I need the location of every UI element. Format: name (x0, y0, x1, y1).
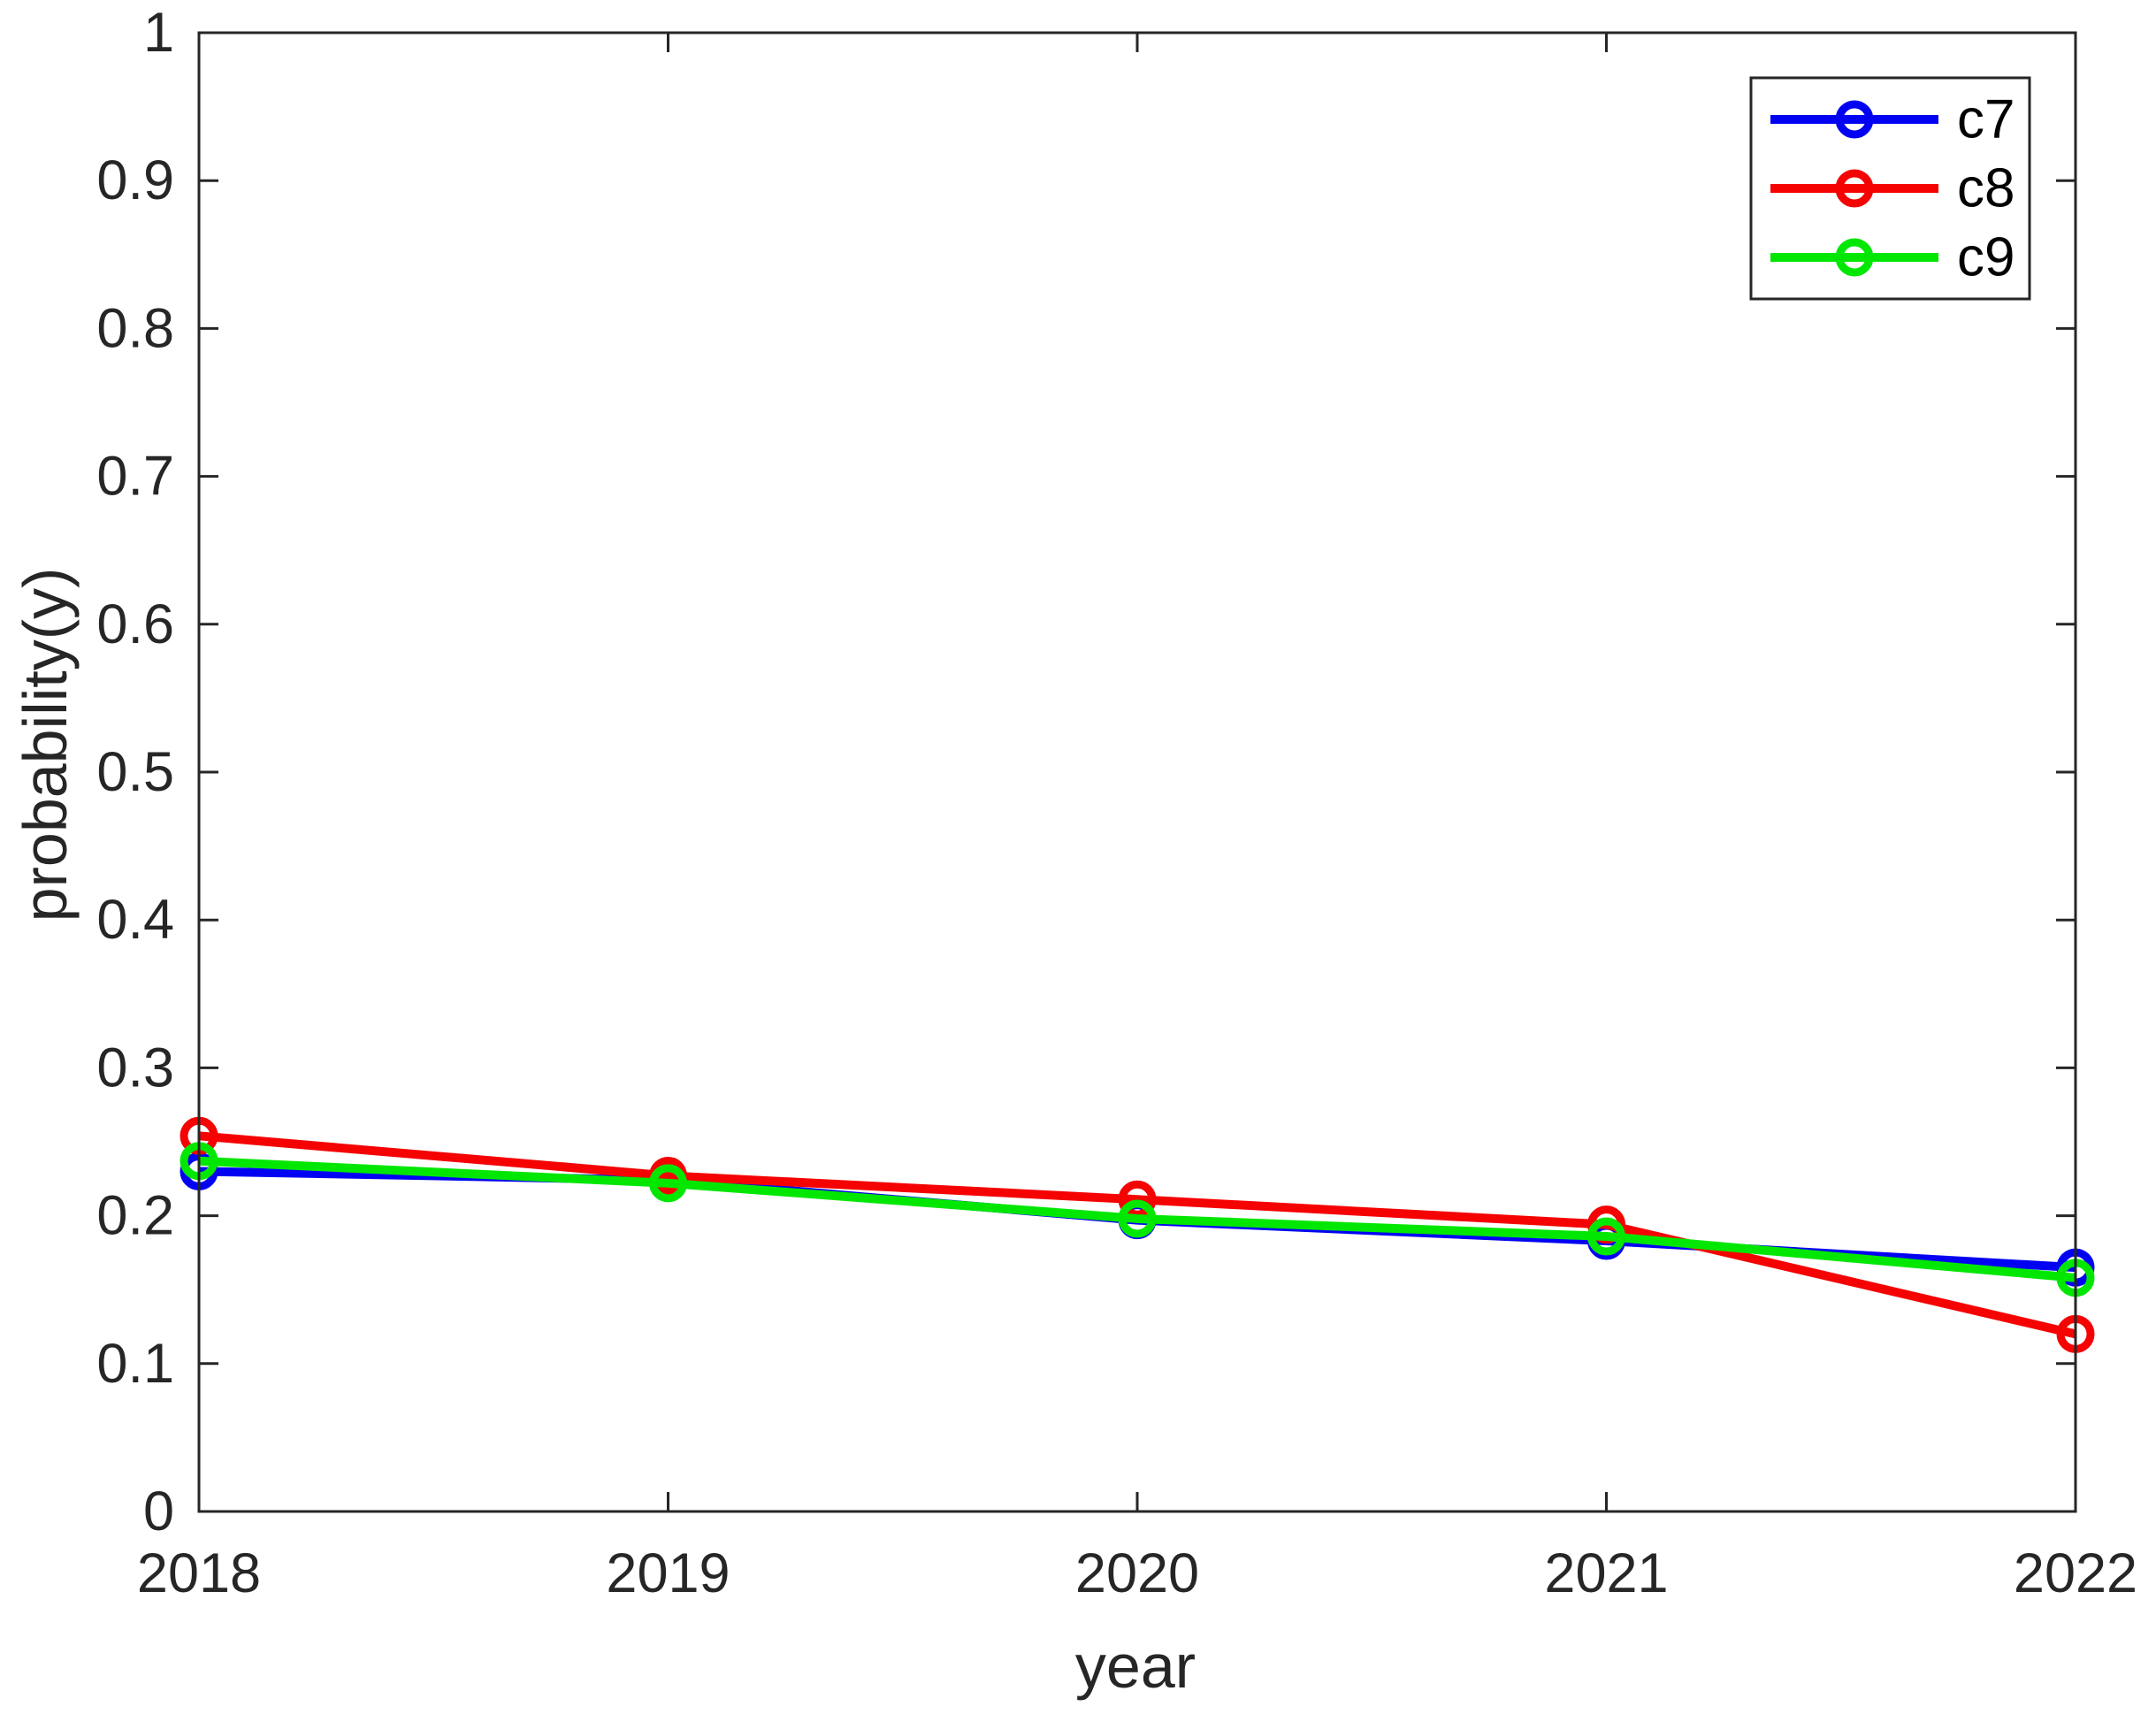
series-line-c9 (198, 1156, 2076, 1282)
y-tick-label: 0.7 (96, 446, 174, 508)
series-line-c8 (198, 1131, 2077, 1339)
marker-c9-2021 (1587, 1217, 1625, 1256)
y-tick-label: 0.9 (96, 149, 174, 211)
marker-c9-2019 (649, 1164, 687, 1203)
y-tick-label: 0.6 (96, 593, 174, 655)
legend-label-c9: c9 (1957, 227, 2015, 288)
y-tick-label: 0.5 (96, 741, 174, 803)
legend-marker-c9 (1835, 238, 1874, 277)
x-tick-label: 2020 (1075, 1542, 1199, 1604)
legend-label-c7: c7 (1957, 89, 2015, 150)
y-tick-label: 0.2 (96, 1185, 174, 1247)
y-tick-label: 0.3 (96, 1037, 174, 1098)
x-axis-title: year (1074, 1632, 1197, 1701)
marker-c9-2020 (1118, 1199, 1157, 1238)
y-tick-label: 0.8 (96, 297, 174, 359)
x-tick-label: 2018 (137, 1542, 261, 1604)
y-tick-label: 0.4 (96, 889, 174, 951)
y-tick-label: 0.1 (96, 1333, 174, 1395)
x-tick-label: 2022 (2014, 1542, 2137, 1604)
y-tick-label: 1 (143, 2, 174, 64)
legend-label-c8: c8 (1957, 158, 2015, 219)
legend-marker-c8 (1835, 169, 1874, 208)
legend-marker-c7 (1835, 100, 1874, 139)
y-axis-title: probability(y) (11, 567, 80, 922)
x-tick-label: 2019 (606, 1542, 730, 1604)
x-tick-label: 2021 (1544, 1542, 1668, 1604)
y-tick-label: 0 (143, 1481, 174, 1542)
